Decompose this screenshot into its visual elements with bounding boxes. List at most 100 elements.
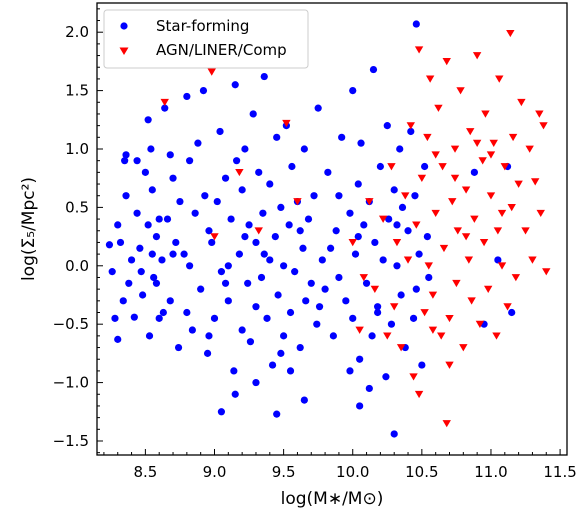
star-forming-point: [286, 367, 295, 375]
agn-point: [486, 192, 496, 200]
star-forming-point: [194, 139, 202, 147]
y-tick-label: 1.0: [65, 140, 89, 158]
agn-point: [481, 110, 490, 118]
y-tick-label: 1.5: [65, 82, 89, 100]
agn-point: [472, 139, 482, 147]
y-axis-label: log(Σ₅/Mpc²): [19, 177, 39, 281]
agn-point: [459, 344, 468, 352]
star-forming-point: [274, 291, 282, 299]
agn-point: [387, 163, 396, 171]
star-forming-point: [205, 332, 213, 340]
star-forming-point: [302, 297, 310, 305]
star-forming-point: [407, 127, 415, 136]
agn-point: [478, 157, 487, 165]
star-forming-point: [166, 297, 174, 305]
agn-point: [442, 57, 451, 66]
star-forming-point: [266, 256, 274, 264]
star-forming-point: [203, 349, 212, 357]
star-forming-point: [421, 162, 429, 171]
y-tick-label: 0.0: [65, 257, 89, 275]
star-forming-point: [199, 86, 208, 95]
star-forming-point: [186, 157, 194, 165]
agn-point: [438, 163, 447, 171]
agn-point: [254, 227, 263, 235]
star-forming-point: [327, 244, 335, 252]
agn-point: [390, 303, 399, 311]
agn-point: [414, 46, 424, 54]
star-forming-point: [368, 332, 376, 340]
star-forming-point: [217, 268, 226, 276]
agn-point: [464, 256, 474, 264]
star-forming-point: [130, 313, 138, 321]
star-forming-point: [277, 349, 285, 357]
legend-marker-agn: [119, 47, 129, 55]
agn-point: [466, 128, 475, 136]
agn-point: [424, 262, 433, 270]
star-forming-point: [335, 273, 343, 282]
agn-point: [423, 133, 432, 142]
star-forming-point: [393, 221, 401, 229]
star-forming-point: [208, 238, 216, 247]
star-forming-point: [273, 133, 281, 141]
agn-point: [493, 227, 503, 235]
star-forming-point: [197, 285, 205, 293]
star-forming-point: [396, 145, 404, 153]
star-forming-point: [166, 151, 174, 159]
star-forming-point: [332, 227, 340, 235]
agn-point: [396, 344, 406, 352]
x-tick-label: 11.0: [474, 463, 507, 481]
star-forming-point: [158, 256, 166, 264]
star-forming-point: [238, 326, 246, 334]
agn-point: [431, 209, 440, 218]
agn-point: [511, 274, 521, 282]
star-forming-point: [470, 168, 478, 176]
agn-point: [450, 174, 460, 182]
star-forming-point: [376, 162, 384, 171]
agn-point: [445, 361, 454, 369]
agn-point: [406, 122, 415, 130]
star-forming-point: [148, 250, 156, 258]
star-forming-point: [288, 162, 296, 171]
star-forming-point: [159, 308, 167, 317]
star-forming-point: [300, 396, 308, 404]
star-forming-point: [183, 92, 191, 101]
agn-point: [517, 98, 526, 107]
star-forming-point: [385, 215, 393, 223]
star-forming-point: [249, 110, 257, 118]
star-forming-point: [307, 279, 315, 287]
agn-point: [409, 373, 418, 381]
agn-point: [450, 145, 460, 153]
star-forming-point: [310, 192, 318, 200]
axis-ticks: 8.5 9.0 9.5 10.0 10.5 11.0 11.5 −1.5 −1.0 −0.5 0.0…: [53, 8, 577, 481]
agn-point: [456, 87, 465, 95]
star-forming-point: [387, 320, 396, 328]
star-forming-point: [183, 308, 191, 317]
agn-point: [370, 285, 380, 293]
agn-point: [528, 256, 537, 264]
agn-point: [207, 68, 216, 76]
star-forming-point: [357, 139, 365, 147]
star-forming-point: [360, 221, 368, 229]
agn-point: [507, 203, 516, 212]
star-forming-point: [230, 367, 238, 375]
star-forming-point: [494, 256, 502, 264]
agn-point: [210, 233, 219, 241]
y-tick-label: −1.5: [53, 432, 89, 450]
agn-point: [348, 239, 357, 247]
star-forming-point: [397, 291, 405, 299]
star-forming-point: [238, 186, 246, 194]
x-axis-label: log(M∗/M⊙): [281, 489, 384, 509]
star-forming-point: [351, 250, 360, 258]
agn-point: [495, 75, 504, 83]
star-forming-point: [356, 402, 364, 410]
agn-point: [492, 332, 501, 340]
x-tick-label: 10.0: [336, 463, 369, 481]
star-forming-point: [374, 303, 382, 311]
agn-point: [355, 326, 364, 334]
star-forming-point: [224, 297, 232, 305]
star-forming-point: [508, 308, 516, 317]
star-forming-point: [245, 221, 253, 229]
star-forming-point: [390, 430, 398, 438]
star-forming-point: [374, 308, 382, 317]
